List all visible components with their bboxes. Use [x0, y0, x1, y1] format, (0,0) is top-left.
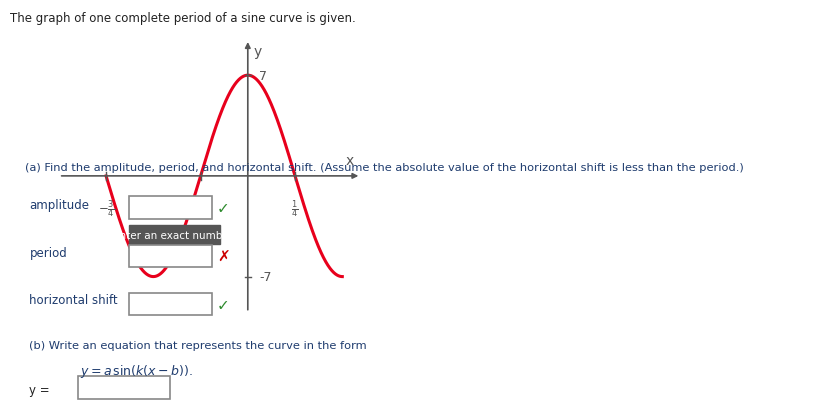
Text: $-\frac{3}{4}$: $-\frac{3}{4}$: [97, 198, 114, 220]
Text: Enter an exact number.: Enter an exact number.: [113, 230, 235, 240]
Text: ✗: ✗: [217, 249, 229, 264]
Text: $-\frac{1}{4}$: $-\frac{1}{4}$: [192, 198, 209, 220]
Text: x: x: [345, 154, 354, 168]
Text: $\frac{1}{4}$: $\frac{1}{4}$: [291, 198, 299, 220]
Text: y =: y =: [29, 383, 50, 396]
Text: The graph of one complete period of a sine curve is given.: The graph of one complete period of a si…: [10, 12, 356, 25]
Text: amplitude: amplitude: [29, 198, 89, 211]
Text: ✓: ✓: [217, 297, 229, 312]
Text: y: y: [254, 45, 262, 59]
Text: ✓: ✓: [217, 200, 229, 216]
Text: period: period: [29, 247, 67, 259]
Text: $y = a\,\sin(k(x - b)).$: $y = a\,\sin(k(x - b)).$: [80, 362, 192, 379]
Text: (a) Find the amplitude, period, and horizontal shift. (Assume the absolute value: (a) Find the amplitude, period, and hori…: [25, 162, 744, 172]
Text: 7: 7: [259, 69, 267, 83]
Text: (b) Write an equation that represents the curve in the form: (b) Write an equation that represents th…: [29, 340, 367, 350]
Text: -7: -7: [259, 270, 271, 284]
Text: horizontal shift: horizontal shift: [29, 294, 118, 306]
